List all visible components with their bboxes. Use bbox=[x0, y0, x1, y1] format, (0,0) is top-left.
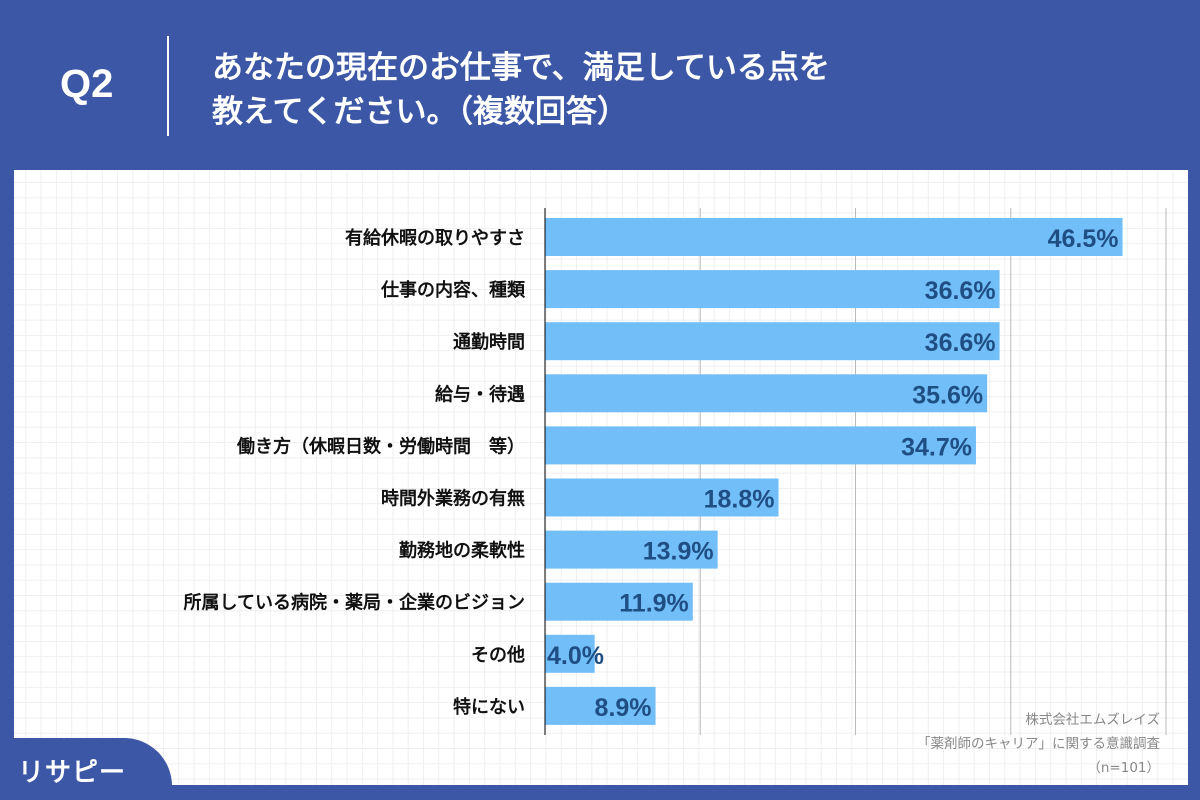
value-label: 8.9% bbox=[595, 694, 652, 722]
header-divider bbox=[167, 36, 169, 136]
value-label: 4.0% bbox=[547, 642, 604, 670]
logo: リサピー bbox=[0, 738, 172, 800]
value-label: 36.6% bbox=[925, 277, 996, 305]
question-number: Q2 bbox=[60, 62, 114, 106]
bar bbox=[545, 530, 718, 569]
bar bbox=[545, 322, 1000, 361]
bar bbox=[545, 634, 595, 673]
category-label: 勤務地の柔軟性 bbox=[399, 540, 525, 562]
bar bbox=[545, 686, 656, 725]
category-label: その他 bbox=[471, 644, 525, 666]
source-note: 株式会社エムズレイズ 「薬剤師のキャリア」に関する意識調査 （n=101） bbox=[917, 708, 1160, 780]
bar bbox=[545, 478, 779, 517]
value-label: 36.6% bbox=[925, 329, 996, 357]
category-label: 働き方（休暇日数・労働時間 等） bbox=[236, 435, 525, 457]
category-label: 時間外業務の有無 bbox=[381, 488, 525, 510]
value-label: 11.9% bbox=[619, 590, 689, 618]
bar bbox=[545, 426, 976, 465]
bar bbox=[545, 218, 1123, 256]
title-line-1: あなたの現在のお仕事で、満足している点を bbox=[212, 50, 830, 86]
bar bbox=[545, 582, 693, 621]
value-label: 35.6% bbox=[912, 381, 983, 409]
title-line-2: 教えてください。（複数回答） bbox=[212, 94, 629, 130]
source-company: 株式会社エムズレイズ bbox=[1025, 712, 1160, 728]
source-n: （n=101） bbox=[1087, 760, 1160, 776]
question-title: あなたの現在のお仕事で、満足している点を 教えてください。（複数回答） bbox=[212, 46, 972, 134]
value-label: 18.8% bbox=[704, 486, 775, 514]
category-label: 特にない bbox=[453, 696, 525, 718]
category-label: 有給休暇の取りやすさ bbox=[345, 227, 525, 249]
category-label: 所属している病院・薬局・企業のビジョン bbox=[184, 592, 525, 614]
category-label: 給与・待遇 bbox=[435, 383, 525, 405]
category-label: 仕事の内容、種類 bbox=[380, 279, 526, 301]
bar bbox=[545, 374, 988, 413]
logo-text: リサピー bbox=[18, 758, 127, 788]
value-label: 46.5% bbox=[1048, 225, 1119, 253]
value-label: 34.7% bbox=[901, 433, 972, 461]
category-label: 通勤時間 bbox=[453, 331, 525, 353]
source-survey: 「薬剤師のキャリア」に関する意識調査 bbox=[917, 736, 1160, 752]
bar bbox=[545, 270, 1000, 309]
value-label: 13.9% bbox=[643, 538, 714, 566]
